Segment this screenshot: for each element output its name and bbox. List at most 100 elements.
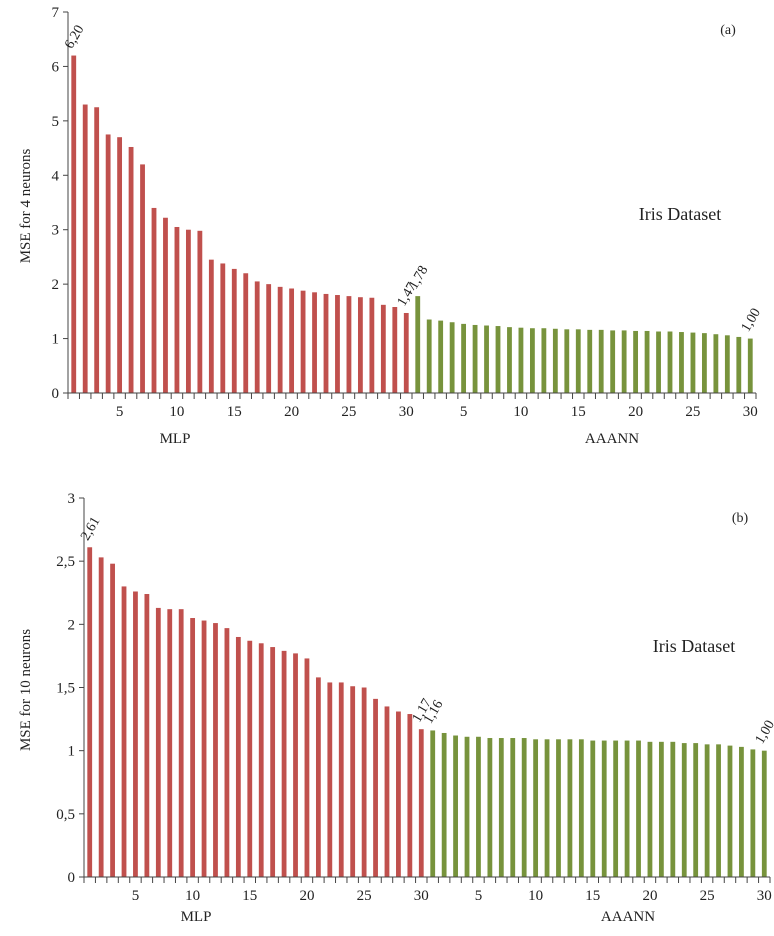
aaann-bar xyxy=(495,326,501,393)
mlp-bar xyxy=(167,609,173,877)
mlp-bar xyxy=(185,229,191,393)
y-tick-label: 1 xyxy=(68,744,76,760)
aaann-bar xyxy=(564,329,570,393)
mlp-bar xyxy=(281,650,287,877)
aaann-bar xyxy=(658,741,664,877)
aaann-bar xyxy=(647,741,653,877)
x-tick-label: 30 xyxy=(743,404,758,420)
panel-label: (b) xyxy=(732,511,749,526)
x-tick-label: 15 xyxy=(227,404,242,420)
aaann-bar xyxy=(747,338,753,393)
mlp-bar xyxy=(174,226,180,393)
aaann-bar xyxy=(510,738,516,877)
aaann-bar xyxy=(426,319,432,393)
aaann-group-label: AAANN xyxy=(585,431,639,447)
aaann-bar xyxy=(681,743,687,877)
mlp-bar xyxy=(258,643,264,877)
y-tick-label: 6 xyxy=(52,59,60,75)
data-label: 1,78 xyxy=(406,263,431,292)
mlp-bar xyxy=(270,647,276,877)
aaann-bar xyxy=(567,739,573,877)
x-tick-label: 20 xyxy=(284,404,299,420)
mlp-group-label: MLP xyxy=(160,431,191,447)
mlp-bar xyxy=(327,682,333,877)
chart-panel-b: (b) Iris Dataset MSE for 10 neurons MLP … xyxy=(18,491,774,925)
x-tick-label: 15 xyxy=(585,888,600,904)
x-tick-label: 10 xyxy=(185,888,200,904)
aaann-bar xyxy=(713,334,719,393)
mlp-bar xyxy=(247,640,253,877)
mlp-bar xyxy=(384,706,390,877)
aaann-bar xyxy=(449,322,455,393)
mlp-bar xyxy=(163,217,168,393)
x-tick-label: 25 xyxy=(700,888,715,904)
aaann-bar xyxy=(552,328,558,393)
dataset-annotation: Iris Dataset xyxy=(653,636,735,656)
aaann-bar xyxy=(415,296,421,393)
mlp-bar xyxy=(178,609,184,877)
aaann-bar xyxy=(739,746,744,877)
mlp-bar xyxy=(201,620,207,877)
aaann-bar xyxy=(472,324,478,393)
mlp-bar xyxy=(312,292,317,393)
aaann-bar xyxy=(438,320,444,393)
mlp-bar xyxy=(335,295,340,393)
aaann-bar xyxy=(541,328,547,393)
aaann-bar xyxy=(544,739,550,877)
aaann-bar xyxy=(533,739,539,877)
mlp-bar xyxy=(121,586,127,877)
y-tick-label: 2 xyxy=(52,277,60,293)
mlp-bar xyxy=(277,286,283,393)
x-tick-label: 25 xyxy=(341,404,356,420)
aaann-bar xyxy=(670,741,676,877)
aaann-bar xyxy=(644,330,650,393)
aaann-bar xyxy=(727,745,733,877)
x-tick-label: 20 xyxy=(628,404,643,420)
aaann-bar xyxy=(679,332,684,393)
y-tick-label: 0,5 xyxy=(56,807,75,823)
mlp-bar xyxy=(144,594,150,877)
mlp-bar xyxy=(98,557,104,877)
aaann-bar xyxy=(529,328,535,393)
mlp-bar xyxy=(350,686,356,877)
aaann-bar xyxy=(453,735,458,877)
aaann-bar xyxy=(590,740,596,877)
mlp-bar xyxy=(71,55,77,393)
x-tick-label: 30 xyxy=(414,888,429,904)
mlp-bar xyxy=(117,137,123,393)
aaann-bar xyxy=(587,329,593,393)
aaann-bar xyxy=(636,740,641,877)
mlp-bar xyxy=(418,729,424,877)
aaann-bar xyxy=(556,739,561,877)
mlp-bar xyxy=(357,297,363,393)
mlp-bar xyxy=(403,312,409,393)
aaann-bar xyxy=(487,738,493,877)
aaann-bar xyxy=(578,739,584,877)
x-tick-label: 30 xyxy=(757,888,772,904)
x-tick-label: 5 xyxy=(116,404,124,420)
x-tick-label: 5 xyxy=(460,404,468,420)
aaann-bar xyxy=(518,327,524,393)
aaann-bar xyxy=(750,749,756,877)
mlp-bar xyxy=(105,134,111,393)
x-tick-label: 10 xyxy=(513,404,528,420)
aaann-bar xyxy=(430,730,436,877)
aaann-bar xyxy=(624,740,630,877)
aaann-bar xyxy=(704,744,710,877)
mlp-bar xyxy=(110,563,115,877)
x-tick-label: 10 xyxy=(169,404,184,420)
mlp-bar xyxy=(224,628,230,877)
y-tick-label: 2,5 xyxy=(56,554,75,570)
mlp-bar xyxy=(300,290,306,393)
aaann-bar xyxy=(507,327,512,393)
x-tick-label: 25 xyxy=(685,404,700,420)
aaann-bar xyxy=(724,335,730,393)
mlp-bar xyxy=(338,682,344,877)
aaann-bar xyxy=(656,331,661,393)
mlp-bar xyxy=(407,714,413,877)
mlp-bar xyxy=(323,293,329,393)
x-tick-label: 20 xyxy=(642,888,657,904)
aaann-bar xyxy=(464,736,470,877)
aaann-bar xyxy=(610,330,616,393)
mlp-bar xyxy=(266,284,272,393)
